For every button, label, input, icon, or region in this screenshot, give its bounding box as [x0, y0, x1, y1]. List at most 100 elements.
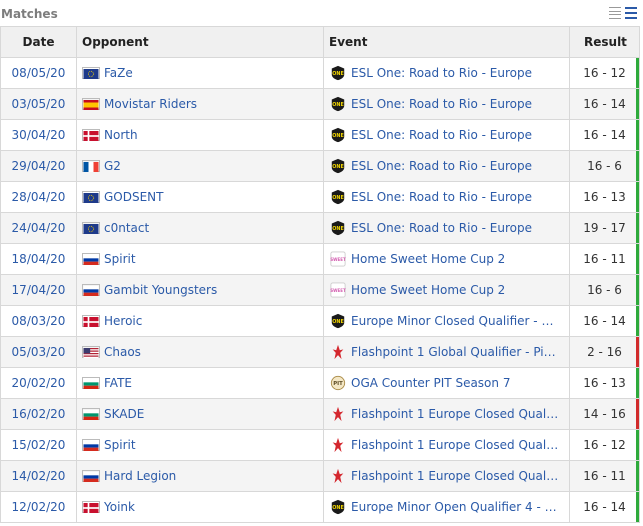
match-date-link[interactable]: 05/03/20 — [0, 336, 77, 368]
opponent-link[interactable]: FaZe — [104, 66, 133, 80]
column-header-event[interactable]: Event — [323, 26, 570, 58]
match-result-link[interactable]: 16 - 14 — [569, 491, 640, 523]
eu-flag-icon — [82, 67, 100, 79]
match-date-link[interactable]: 28/04/20 — [0, 181, 77, 213]
match-date-link[interactable]: 18/04/20 — [0, 243, 77, 275]
event-link[interactable]: OGA Counter PIT Season 7 — [351, 376, 511, 390]
column-header-result[interactable]: Result — [569, 26, 640, 58]
svg-text:ONE: ONE — [332, 319, 344, 325]
table-row[interactable]: 28/04/20 GODSENT ONE ESL One: Road to Rio -… — [0, 181, 640, 213]
opponent-link[interactable]: Yoink — [104, 500, 135, 514]
match-date-link[interactable]: 24/04/20 — [0, 212, 77, 244]
event-cell: ONE Europe Minor Open Qualifier 4 - ESL..… — [323, 491, 570, 523]
event-link[interactable]: ESL One: Road to Rio - Europe — [351, 159, 532, 173]
table-row[interactable]: 14/02/20 Hard Legion Flashpoint 1 Europe C… — [0, 460, 640, 492]
match-result-link[interactable]: 16 - 6 — [569, 274, 640, 306]
table-row[interactable]: 30/04/20 North ONE ESL One: Road to Rio - E… — [0, 119, 640, 151]
opponent-cell: Heroic — [76, 305, 324, 337]
event-link[interactable]: Flashpoint 1 Europe Closed Qualifier — [351, 438, 561, 452]
event-link[interactable]: Flashpoint 1 Global Qualifier - Pinna... — [351, 345, 561, 359]
match-result-link[interactable]: 16 - 13 — [569, 181, 640, 213]
match-result-link[interactable]: 16 - 11 — [569, 460, 640, 492]
svg-text:ONE: ONE — [332, 226, 344, 232]
match-date-link[interactable]: 12/02/20 — [0, 491, 77, 523]
match-date-link[interactable]: 30/04/20 — [0, 119, 77, 151]
flashpoint-logo-icon — [329, 343, 347, 361]
event-link[interactable]: Europe Minor Closed Qualifier - ESL ... — [351, 314, 561, 328]
table-row[interactable]: 29/04/20 G2 ONE ESL One: Road to Rio - Euro… — [0, 150, 640, 182]
opponent-link[interactable]: Movistar Riders — [104, 97, 198, 111]
opponent-cell: North — [76, 119, 324, 151]
opponent-link[interactable]: GODSENT — [104, 190, 164, 204]
svg-text:SWEET: SWEET — [330, 288, 346, 293]
opponent-link[interactable]: Heroic — [104, 314, 143, 328]
opponent-link[interactable]: SKADE — [104, 407, 145, 421]
event-link[interactable]: Flashpoint 1 Europe Closed Qualifier — [351, 469, 561, 483]
us-flag-icon — [82, 346, 100, 358]
match-result-link[interactable]: 16 - 6 — [569, 150, 640, 182]
opponent-link[interactable]: Spirit — [104, 252, 136, 266]
table-row[interactable]: 17/04/20 Gambit Youngsters SWEET Home Sweet… — [0, 274, 640, 306]
match-date-link[interactable]: 14/02/20 — [0, 460, 77, 492]
event-link[interactable]: ESL One: Road to Rio - Europe — [351, 221, 532, 235]
table-row[interactable]: 03/05/20 Movistar Riders ONE ESL One: Road … — [0, 88, 640, 120]
match-date-link[interactable]: 16/02/20 — [0, 398, 77, 430]
event-link[interactable]: Home Sweet Home Cup 2 — [351, 283, 506, 297]
match-date-link[interactable]: 08/05/20 — [0, 57, 77, 89]
match-result-link[interactable]: 19 - 17 — [569, 212, 640, 244]
opponent-link[interactable]: Chaos — [104, 345, 141, 359]
match-result-link[interactable]: 14 - 16 — [569, 398, 640, 430]
opponent-link[interactable]: Gambit Youngsters — [104, 283, 218, 297]
match-date-link[interactable]: 29/04/20 — [0, 150, 77, 182]
match-result-link[interactable]: 16 - 12 — [569, 57, 640, 89]
event-link[interactable]: Home Sweet Home Cup 2 — [351, 252, 506, 266]
match-result-link[interactable]: 16 - 14 — [569, 88, 640, 120]
opponent-link[interactable]: FATE — [104, 376, 132, 390]
flashpoint-logo-icon — [329, 467, 347, 485]
match-result-link[interactable]: 16 - 12 — [569, 429, 640, 461]
esl-one-logo-icon: ONE — [329, 312, 347, 330]
event-link[interactable]: Flashpoint 1 Europe Closed Qualifier — [351, 407, 561, 421]
compact-list-view-icon[interactable] — [609, 7, 621, 19]
sweet-home-logo-icon: SWEET — [329, 281, 347, 299]
opponent-link[interactable]: G2 — [104, 159, 121, 173]
svg-text:ONE: ONE — [332, 505, 344, 511]
opponent-link[interactable]: c0ntact — [104, 221, 150, 235]
match-result-link[interactable]: 2 - 16 — [569, 336, 640, 368]
opponent-link[interactable]: Spirit — [104, 438, 136, 452]
match-result-link[interactable]: 16 - 13 — [569, 367, 640, 399]
opponent-link[interactable]: North — [104, 128, 138, 142]
match-result-link[interactable]: 16 - 11 — [569, 243, 640, 275]
opponent-cell: SKADE — [76, 398, 324, 430]
column-header-date[interactable]: Date — [0, 26, 77, 58]
table-row[interactable]: 24/04/20 c0ntact ONE ESL One: Road to Rio -… — [0, 212, 640, 244]
table-row[interactable]: 08/05/20 FaZe ONE ESL One: Road to Rio - Eu… — [0, 57, 640, 89]
event-link[interactable]: ESL One: Road to Rio - Europe — [351, 97, 532, 111]
match-date-link[interactable]: 03/05/20 — [0, 88, 77, 120]
table-row[interactable]: 20/02/20 FATE PIT OGA Counter PIT Season 7 1… — [0, 367, 640, 399]
match-date-link[interactable]: 15/02/20 — [0, 429, 77, 461]
match-date-link[interactable]: 08/03/20 — [0, 305, 77, 337]
list-view-icon[interactable] — [625, 7, 637, 19]
event-cell: ONE ESL One: Road to Rio - Europe — [323, 212, 570, 244]
table-row[interactable]: 08/03/20 Heroic ONE Europe Minor Closed Qua… — [0, 305, 640, 337]
event-link[interactable]: ESL One: Road to Rio - Europe — [351, 128, 532, 142]
match-result-link[interactable]: 16 - 14 — [569, 305, 640, 337]
table-row[interactable]: 16/02/20 SKADE Flashpoint 1 Europe Closed … — [0, 398, 640, 430]
event-cell: ONE ESL One: Road to Rio - Europe — [323, 150, 570, 182]
match-date-link[interactable]: 20/02/20 — [0, 367, 77, 399]
svg-text:ONE: ONE — [332, 195, 344, 201]
table-row[interactable]: 05/03/20 Chaos Flashpoint 1 Global Qualifi… — [0, 336, 640, 368]
opponent-link[interactable]: Hard Legion — [104, 469, 177, 483]
event-link[interactable]: ESL One: Road to Rio - Europe — [351, 66, 532, 80]
match-date-link[interactable]: 17/04/20 — [0, 274, 77, 306]
column-header-opponent[interactable]: Opponent — [76, 26, 324, 58]
table-row[interactable]: 15/02/20 Spirit Flashpoint 1 Europe Closed… — [0, 429, 640, 461]
table-row[interactable]: 12/02/20 Yoink ONE Europe Minor Open Qualif… — [0, 491, 640, 523]
event-link[interactable]: Europe Minor Open Qualifier 4 - ESL... — [351, 500, 561, 514]
event-cell: SWEET Home Sweet Home Cup 2 — [323, 274, 570, 306]
match-result-link[interactable]: 16 - 14 — [569, 119, 640, 151]
event-cell: ONE ESL One: Road to Rio - Europe — [323, 181, 570, 213]
event-link[interactable]: ESL One: Road to Rio - Europe — [351, 190, 532, 204]
table-row[interactable]: 18/04/20 Spirit SWEET Home Sweet Home Cup 2… — [0, 243, 640, 275]
